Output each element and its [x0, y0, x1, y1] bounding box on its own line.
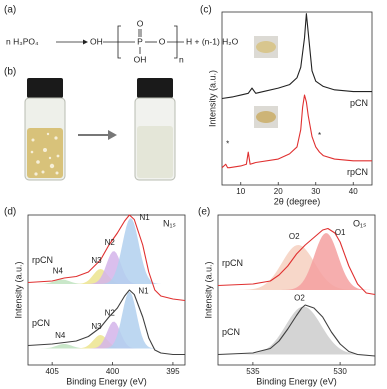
series-label: pCN [222, 327, 240, 337]
plot-frame [27, 214, 186, 366]
arrow-head [108, 130, 117, 140]
y-axis-label: Intensity (a.u.) [13, 261, 23, 318]
peak-marker: * [226, 140, 229, 149]
panel-label: (c) [200, 5, 212, 16]
oh-group: OH [90, 36, 103, 46]
fit-component [28, 321, 185, 349]
component-label: N4 [55, 331, 66, 340]
data-line [27, 289, 185, 356]
data-line [217, 227, 376, 296]
phosphorus: P [137, 36, 143, 46]
component-label: N4 [53, 267, 64, 276]
bracket [174, 25, 178, 59]
powder [256, 41, 276, 53]
component-label: O2 [294, 294, 305, 303]
series-label: rpCN [32, 255, 53, 265]
oxygen: O [159, 36, 166, 46]
reactant: n H₃PO₄ [6, 36, 39, 46]
powder [256, 111, 276, 123]
y-axis-label: Intensity (a.u.) [203, 261, 213, 318]
fit-component [218, 245, 375, 290]
chart-title: O₁ₛ [353, 218, 366, 228]
panel-label: (d) [4, 207, 16, 218]
component-label: O1 [335, 228, 346, 237]
data-line [217, 304, 376, 357]
series-label: pCN [350, 98, 368, 108]
y-axis-label: Intensity (a.u.) [207, 70, 217, 127]
x-tick-label: 535 [246, 367, 260, 376]
x-tick-label: 395 [166, 367, 180, 376]
component-label: N1 [138, 287, 149, 296]
fit-component [218, 306, 375, 355]
x-axis-label: Binding Energy (eV) [256, 376, 337, 386]
data-line [27, 214, 186, 302]
x-tick-label: 530 [333, 367, 347, 376]
product: H + (n-1) H₂O [186, 36, 239, 46]
fit-component [28, 251, 185, 284]
repeat-n: n [179, 54, 184, 64]
panel-label: (b) [4, 67, 16, 78]
fit-component [28, 279, 185, 284]
fit-component [218, 233, 375, 290]
inset-photo [254, 36, 278, 128]
fit-component [28, 344, 185, 349]
component-label: N3 [91, 256, 102, 265]
series-label: rpCN [347, 167, 368, 177]
vial-after [134, 78, 176, 181]
vial-cap [27, 78, 63, 98]
data-line [221, 94, 372, 169]
x-axis-label: Binding Energy (eV) [66, 376, 147, 386]
x-tick-label: 40 [349, 187, 358, 196]
panel-label: (a) [4, 5, 16, 16]
vial-cap [137, 78, 173, 98]
particles [30, 132, 60, 176]
component-label: N2 [105, 238, 116, 247]
arrow-head [83, 39, 88, 45]
component-label: N3 [91, 322, 102, 331]
x-tick-label: 20 [274, 187, 283, 196]
series-label: pCN [32, 318, 50, 328]
vial-before [24, 78, 66, 181]
bracket [117, 25, 121, 59]
x-tick-label: 405 [45, 367, 59, 376]
component-label: N2 [105, 309, 116, 318]
solution [137, 126, 173, 178]
peak-marker: * [318, 131, 321, 140]
hydroxyl: OH [134, 54, 147, 64]
data-line [221, 13, 372, 100]
panel-label: (e) [198, 207, 210, 218]
oxygen: O [137, 18, 144, 28]
x-tick-label: 10 [236, 187, 245, 196]
chart-title: N₁ₛ [163, 218, 176, 228]
series-label: rpCN [222, 258, 243, 268]
component-label: O2 [289, 232, 300, 241]
x-tick-label: 30 [311, 187, 320, 196]
x-tick-label: 400 [106, 367, 120, 376]
component-label: N1 [140, 213, 151, 222]
x-axis-label: 2θ (degree) [274, 196, 321, 206]
